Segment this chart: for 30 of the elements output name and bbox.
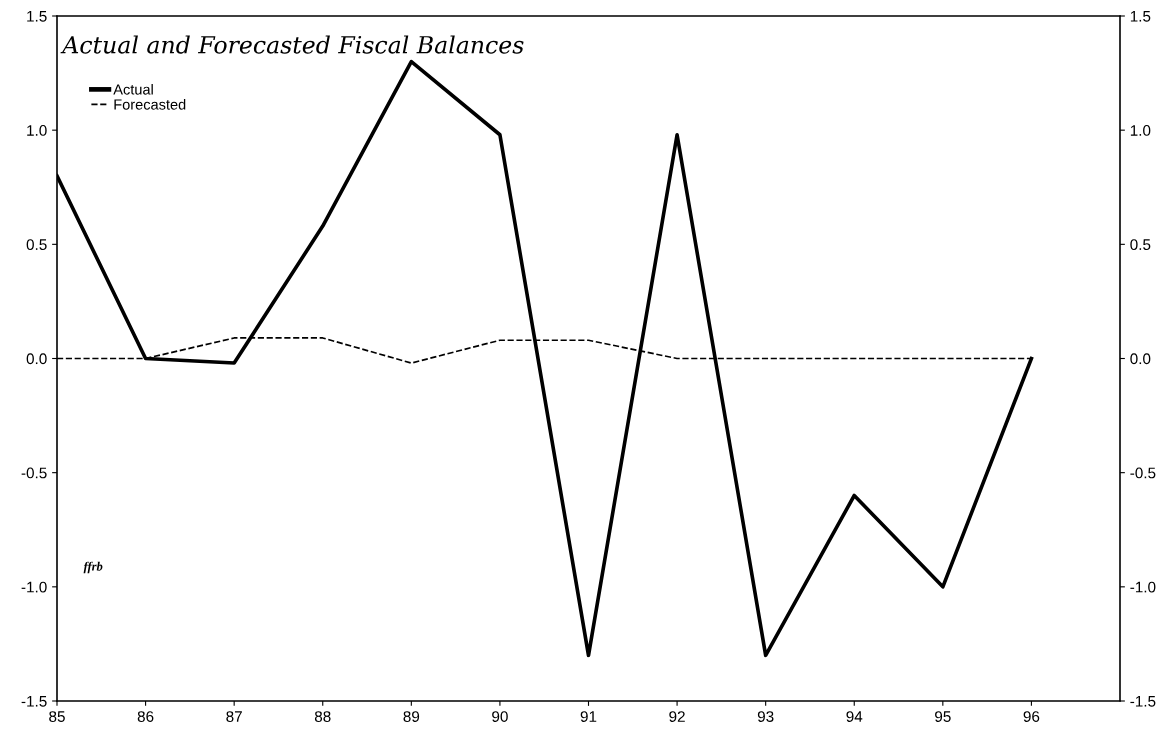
x-tick-label: 85	[49, 711, 65, 722]
y-tick-label: 1.5	[27, 11, 47, 22]
x-tick-label: 88	[314, 711, 331, 722]
x-tick-label: 96	[1023, 711, 1040, 722]
y-tick-label: 0.0	[26, 353, 47, 365]
y-tick-label: 1.0	[27, 125, 47, 136]
y2-tick-label: 1.5	[1130, 11, 1151, 22]
x-tick-label: 95	[935, 711, 951, 722]
y-tick-label: -1.0	[21, 581, 47, 593]
x-tick-label: 92	[669, 711, 685, 722]
y2-tick-label: -1.0	[1130, 581, 1156, 593]
x-tick-label: 86	[137, 711, 154, 722]
x-tick-label: 91	[580, 711, 597, 722]
y2-tick-label: 1.0	[1130, 125, 1151, 136]
text: Actual and Forecasted Fiscal Balances	[60, 35, 524, 54]
x-tick-label: 93	[757, 711, 774, 722]
y2-tick-label: -1.5	[1130, 696, 1156, 707]
annotation: ffrb	[83, 561, 103, 574]
legend-label: Actual	[113, 83, 153, 95]
y2-tick-label: -0.5	[1130, 467, 1156, 479]
y-tick-label: -1.5	[21, 696, 47, 707]
y-tick-label: 0.5	[26, 239, 47, 251]
y2-tick-label: 0.0	[1130, 353, 1151, 365]
x-tick-label: 89	[403, 711, 420, 722]
x-tick-label: 87	[226, 711, 242, 722]
legend-label: Forecasted	[114, 98, 186, 110]
y2-tick-label: 0.5	[1130, 239, 1151, 251]
y-tick-label: -0.5	[21, 467, 47, 479]
x-tick-label: 94	[846, 711, 863, 722]
x-tick-label: 90	[492, 711, 508, 722]
